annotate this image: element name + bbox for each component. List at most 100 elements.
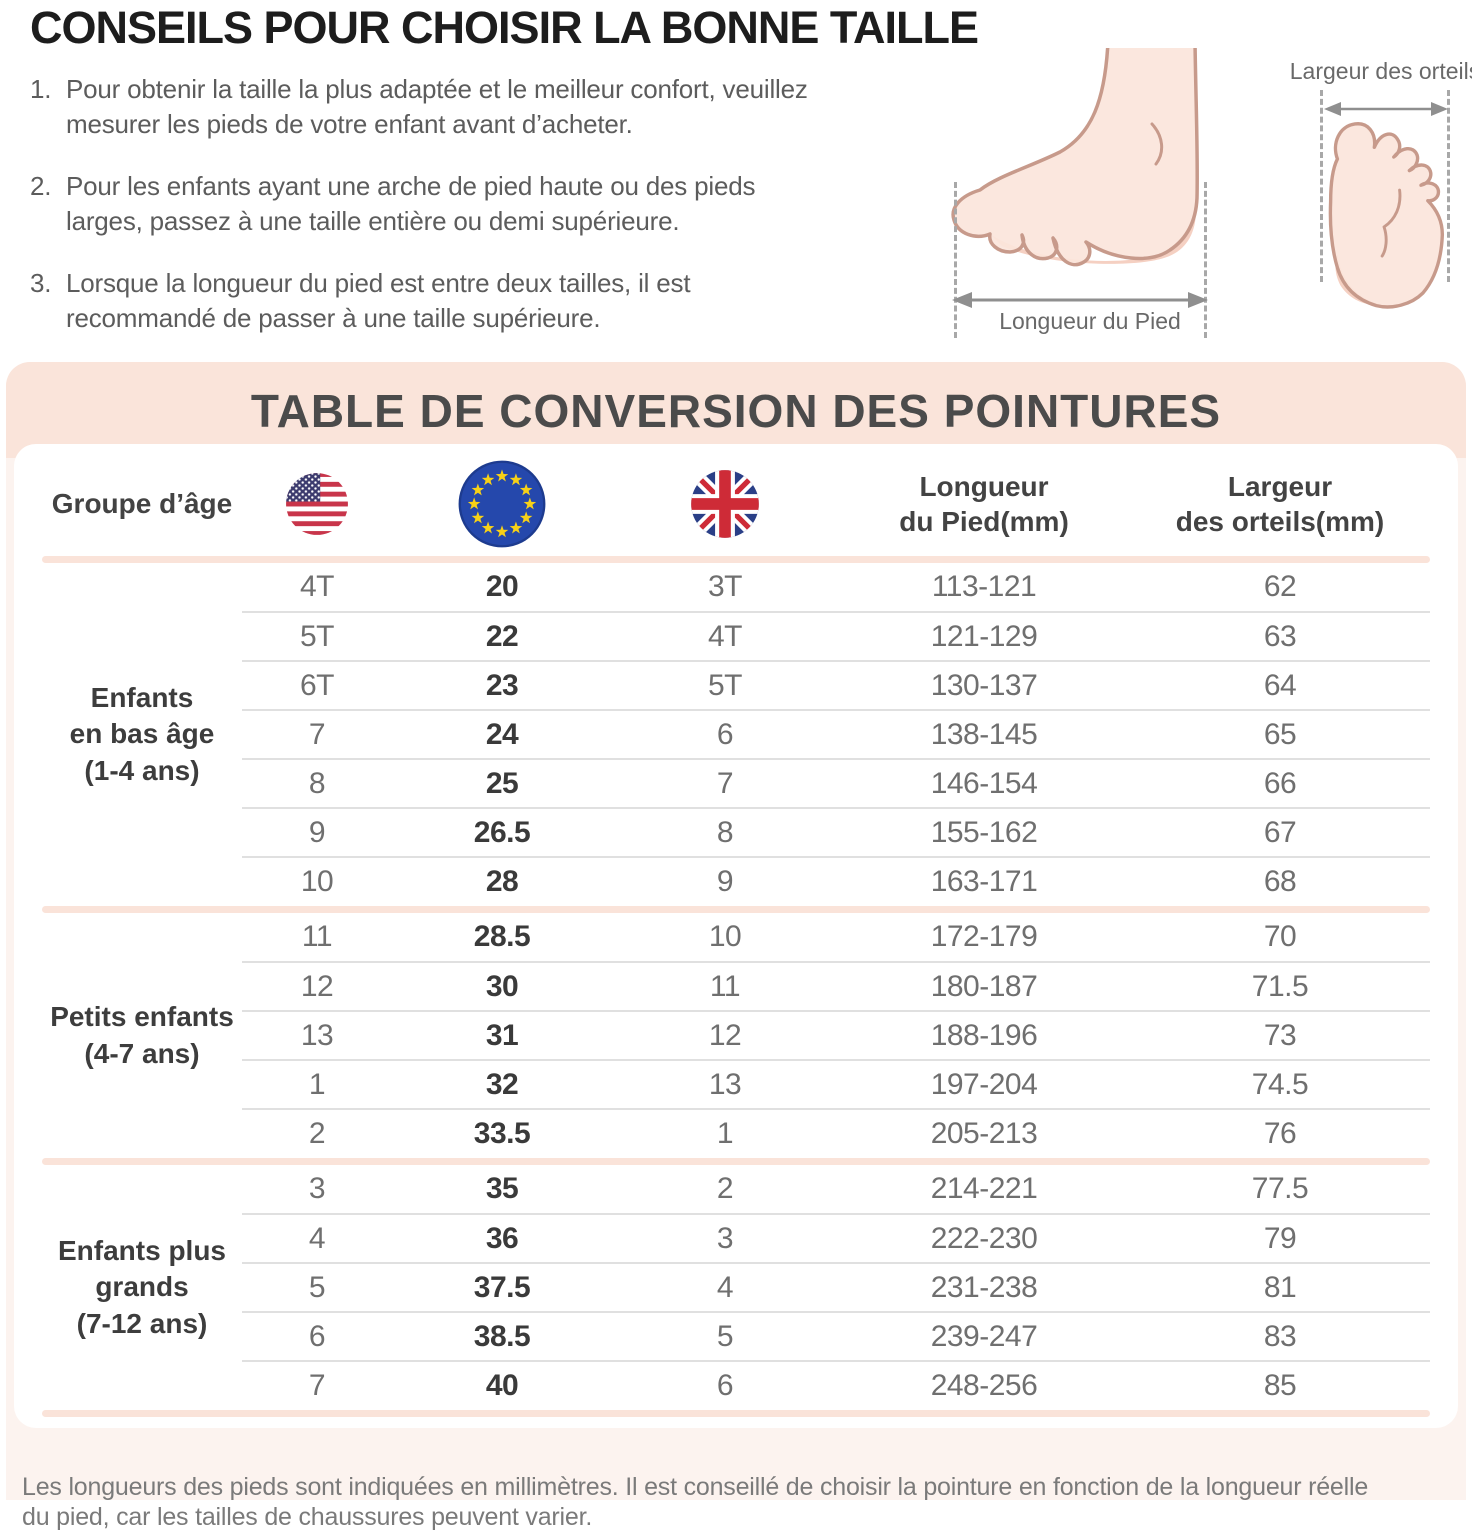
size-guide-page: CONSEILS POUR CHOISIR LA BONNE TAILLE 1.… <box>6 2 1472 1531</box>
cell-us-size: 6T <box>242 661 392 711</box>
measure-line <box>954 182 957 338</box>
cell-uk-size: 1 <box>716 1117 734 1150</box>
cell-us-size: 5T <box>242 612 392 662</box>
cell-toe-width: 66 <box>1130 759 1430 809</box>
cell-uk-size: 7 <box>612 759 838 809</box>
cell-uk-size: 2 <box>612 1165 838 1215</box>
cell-uk-size: 4T <box>612 612 838 662</box>
cell-us-size: 5 <box>242 1263 392 1313</box>
toe-width-label: Largeur des orteils <box>1289 58 1472 84</box>
tip-item-1: 1. Pour obtenir la taille la plus adapté… <box>30 72 950 142</box>
foot-length-label: Longueur du Pied <box>999 308 1181 334</box>
cell-foot-length: 130-137 <box>838 661 1130 711</box>
cell-eu-size: 37.5 <box>392 1263 612 1313</box>
age-group-label: Petits enfants (4-7 ans) <box>50 1001 234 1069</box>
cell-foot-length: 146-154 <box>838 759 1130 809</box>
header-foot-length: Longueur du Pied(mm) <box>899 471 1069 537</box>
cell-uk-size: 12 <box>612 1011 838 1061</box>
table-row: Enfants plus grands (7-12 ans) 3 35 2 214-22… <box>42 1165 1430 1339</box>
age-group-label: Enfants plus grands (7-12 ans) <box>57 1234 226 1339</box>
cell-uk-size: 4 <box>612 1263 838 1313</box>
cell-us-size: 4 <box>242 1214 392 1264</box>
cell-uk-size: 6 <box>716 1369 734 1402</box>
cell-foot-length: 214-221 <box>838 1165 1130 1215</box>
page-title: CONSEILS POUR CHOISIR LA BONNE TAILLE <box>30 2 979 53</box>
footnote-text: Les longueurs des pieds sont indiquées e… <box>22 1473 1369 1531</box>
group-separator <box>42 556 1430 563</box>
table-row: 6 38.5 5 239-247 83 <box>42 1312 1430 1362</box>
separator-bar <box>42 556 1430 563</box>
group-separator <box>42 906 1430 913</box>
cell-eu-size: 20 <box>392 563 612 613</box>
cell-us-size: 12 <box>242 962 392 1012</box>
cell-foot-length: 205-213 <box>930 1117 1038 1150</box>
eu-flag-icon <box>458 460 546 548</box>
sizing-tips: 1. Pour obtenir la taille la plus adapté… <box>30 72 950 363</box>
length-arrow-icon <box>952 292 1208 308</box>
table-row: 8 25 7 146-154 66 <box>42 759 1430 809</box>
table-row: 5T 22 4T 121-129 63 <box>42 612 1430 662</box>
age-group-label: Enfants en bas âge (1-4 ans) <box>69 681 215 786</box>
measure-line <box>1320 90 1323 282</box>
cell-toe-width: 77.5 <box>1130 1165 1430 1215</box>
cell-eu-size: 23 <box>392 661 612 711</box>
cell-toe-width: 83 <box>1130 1312 1430 1362</box>
header-toe-width: Largeur des orteils(mm) <box>1175 471 1385 537</box>
cell-foot-length: 222-230 <box>838 1214 1130 1264</box>
cell-toe-width: 68 <box>1263 865 1297 898</box>
table-row: 13 31 12 188-196 73 <box>42 1011 1430 1061</box>
cell-us-size: 13 <box>242 1011 392 1061</box>
header-age-group: Groupe d’âge <box>51 488 233 519</box>
table-row: 6T 23 5T 130-137 64 <box>42 661 1430 711</box>
cell-us-size: 4T <box>242 563 392 613</box>
group-separator <box>42 1158 1430 1165</box>
cell-us-size: 7 <box>308 1369 326 1402</box>
cell-foot-length: 231-238 <box>838 1263 1130 1313</box>
cell-us-size: 10 <box>300 865 334 898</box>
table-row: 12 30 11 180-187 71.5 <box>42 962 1430 1012</box>
separator-bar <box>42 1410 1430 1417</box>
separator-bar <box>42 906 1430 913</box>
table-row: 10 28 9 163-171 68 <box>42 857 1430 906</box>
table-row: 5 37.5 4 231-238 81 <box>42 1263 1430 1313</box>
table-card: Groupe d’âge <box>14 444 1458 1428</box>
header-us-size <box>242 452 392 556</box>
tip-number: 1. <box>30 74 52 104</box>
cell-toe-width: 79 <box>1130 1214 1430 1264</box>
table-header-row: Groupe d’âge <box>42 452 1430 556</box>
header-uk-size <box>612 452 838 556</box>
foot-side-illustration <box>951 48 1200 267</box>
cell-eu-size: 35 <box>392 1165 612 1215</box>
cell-eu-size: 32 <box>392 1060 612 1110</box>
cell-toe-width: 81 <box>1130 1263 1430 1313</box>
table-row: 7 40 6 248-256 85 <box>42 1361 1430 1410</box>
size-table-body: Enfants en bas âge (1-4 ans) 4T 20 3T 113-12… <box>42 556 1430 1417</box>
cell-toe-width: 67 <box>1130 808 1430 858</box>
cell-foot-length: 172-179 <box>838 913 1130 963</box>
cell-toe-width: 65 <box>1130 710 1430 760</box>
cell-us-size: 7 <box>242 710 392 760</box>
cell-uk-size: 6 <box>612 710 838 760</box>
cell-uk-size: 5 <box>612 1312 838 1362</box>
cell-uk-size: 5T <box>612 661 838 711</box>
cell-eu-size: 30 <box>392 962 612 1012</box>
tip-item-3: 3. Lorsque la longueur du pied est entre… <box>30 266 950 336</box>
cell-foot-length: 188-196 <box>838 1011 1130 1061</box>
cell-uk-size: 11 <box>612 962 838 1012</box>
cell-foot-length: 197-204 <box>838 1060 1130 1110</box>
cell-uk-size: 10 <box>612 913 838 963</box>
cell-eu-size: 28 <box>485 865 519 898</box>
conversion-panel: TABLE DE CONVERSION DES POINTURES Groupe… <box>6 362 1466 1531</box>
table-banner: TABLE DE CONVERSION DES POINTURES <box>6 362 1466 458</box>
tip-number: 2. <box>30 171 52 201</box>
cell-toe-width: 63 <box>1130 612 1430 662</box>
table-row: 1 32 13 197-204 74.5 <box>42 1060 1430 1110</box>
cell-uk-size: 3T <box>612 563 838 613</box>
cell-us-size: 11 <box>242 913 392 963</box>
cell-eu-size: 40 <box>485 1369 519 1402</box>
cell-eu-size: 22 <box>392 612 612 662</box>
tip-number: 3. <box>30 268 52 298</box>
cell-uk-size: 8 <box>612 808 838 858</box>
cell-us-size: 8 <box>242 759 392 809</box>
cell-foot-length: 121-129 <box>838 612 1130 662</box>
